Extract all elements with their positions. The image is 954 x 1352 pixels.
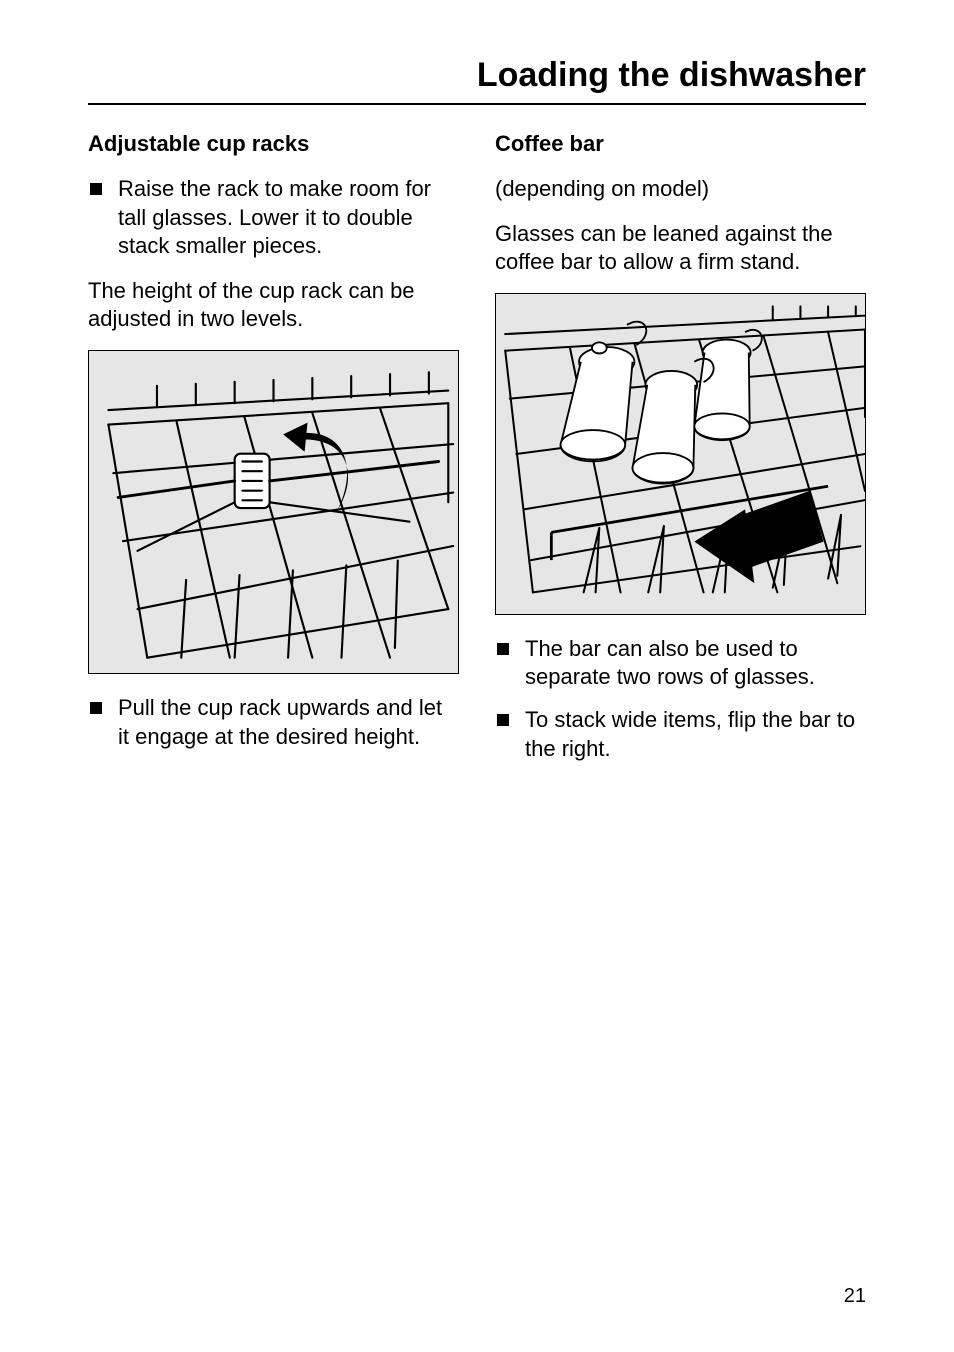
left-bullets-top: Raise the rack to make room for tall gla… [88, 175, 459, 261]
right-heading: Coffee bar [495, 131, 866, 157]
left-para-1: The height of the cup rack can be adjust… [88, 277, 459, 334]
right-column: Coffee bar (depending on model) Glasses … [495, 131, 866, 779]
left-bullet-2: Pull the cup rack upwards and let it eng… [88, 694, 459, 751]
left-bullet-1: Raise the rack to make room for tall gla… [88, 175, 459, 261]
right-para-1: Glasses can be leaned against the coffee… [495, 220, 866, 277]
right-bullets: The bar can also be used to separate two… [495, 635, 866, 763]
right-subnote: (depending on model) [495, 175, 866, 204]
left-bullets-bottom: Pull the cup rack upwards and let it eng… [88, 694, 459, 751]
coffee-bar-illustration [496, 294, 865, 614]
cup-rack-illustration [89, 351, 458, 673]
content-columns: Adjustable cup racks Raise the rack to m… [88, 131, 866, 779]
left-figure [88, 350, 459, 674]
left-column: Adjustable cup racks Raise the rack to m… [88, 131, 459, 779]
right-bullet-1: The bar can also be used to separate two… [495, 635, 866, 692]
right-figure [495, 293, 866, 615]
right-bullet-2: To stack wide items, flip the bar to the… [495, 706, 866, 763]
page-number: 21 [844, 1285, 866, 1308]
page-title: Loading the dishwasher [88, 56, 866, 105]
left-heading: Adjustable cup racks [88, 131, 459, 157]
